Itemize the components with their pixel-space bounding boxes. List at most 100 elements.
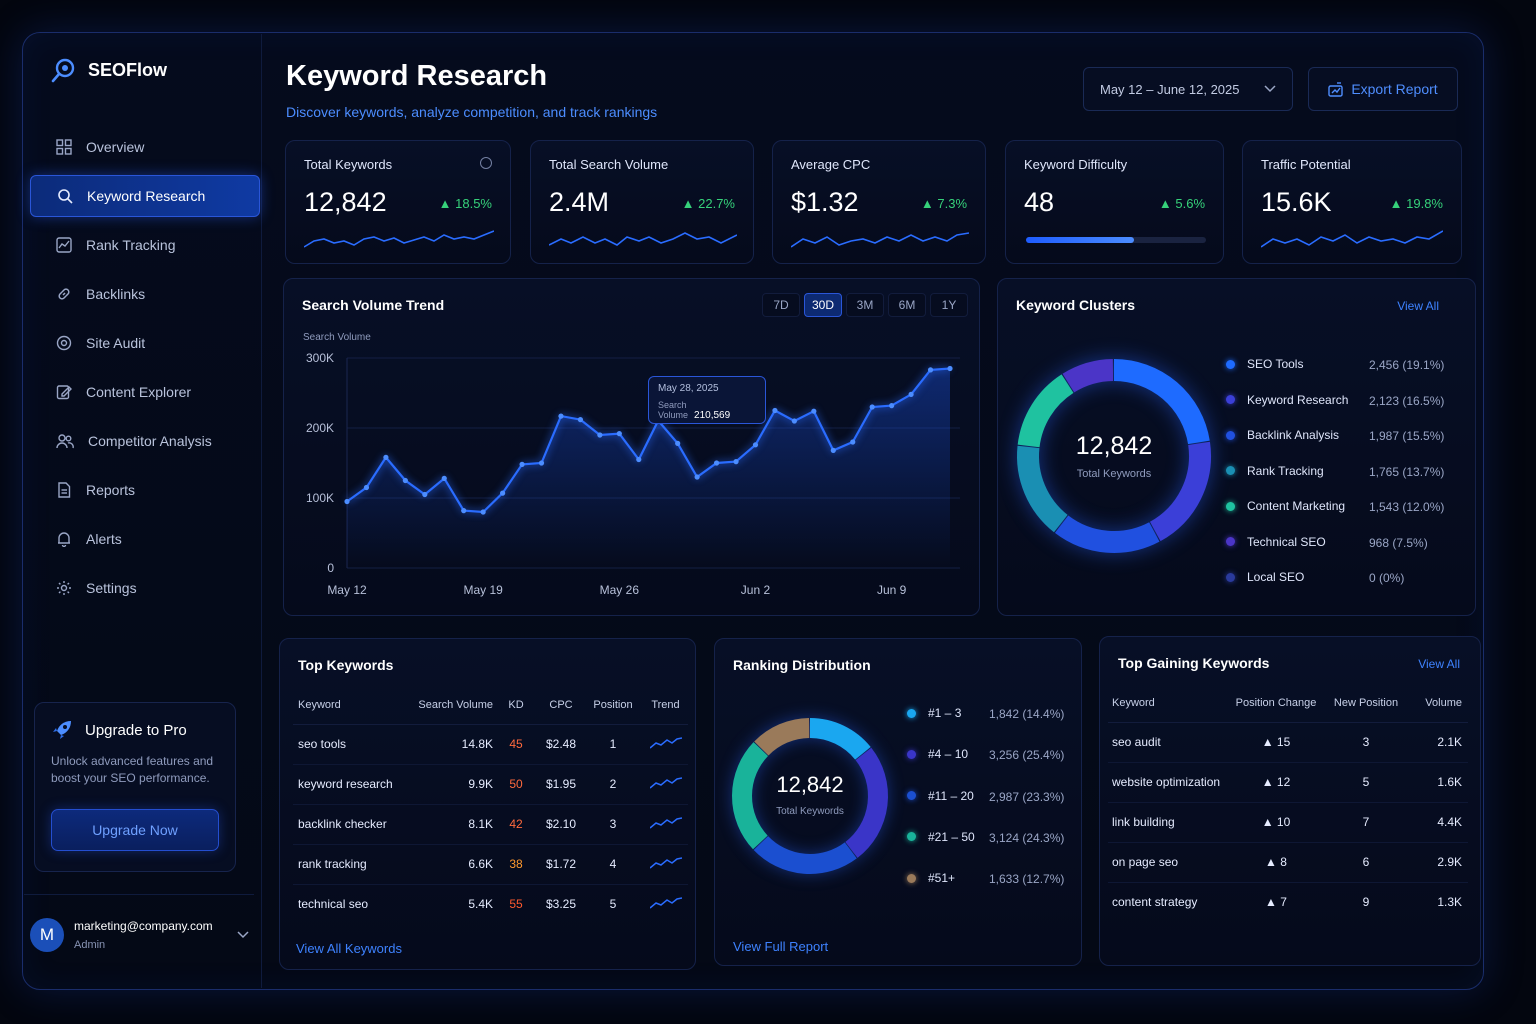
table-row[interactable]: technical seo 5.4K 55 $3.25 5	[293, 884, 688, 924]
range-6m[interactable]: 6M	[888, 293, 926, 317]
sidebar-item-rank-tracking[interactable]: Rank Tracking	[30, 224, 260, 266]
trend-sparkline	[649, 897, 682, 909]
col-position-change[interactable]: Position Change	[1226, 684, 1326, 723]
upgrade-now-button[interactable]: Upgrade Now	[51, 809, 219, 851]
legend-item[interactable]: Technical SEO	[1226, 535, 1326, 549]
range-1y[interactable]: 1Y	[930, 293, 968, 317]
legend-name: Backlink Analysis	[1247, 428, 1340, 442]
legend-item[interactable]: #51+	[907, 871, 955, 885]
table-row[interactable]: website optimization ▲ 12 5 1.6K	[1108, 762, 1468, 803]
brand[interactable]: SEOFlow	[50, 56, 167, 84]
legend-value: 3,256 (25.4%)	[989, 748, 1065, 763]
legend-item[interactable]: Rank Tracking	[1226, 464, 1324, 478]
view-all-keywords-link[interactable]: View All Keywords	[296, 941, 402, 956]
range-7d[interactable]: 7D	[762, 293, 800, 317]
table-row[interactable]: link building ▲ 10 7 4.4K	[1108, 802, 1468, 843]
sidebar-item-competitor-analysis[interactable]: Competitor Analysis	[30, 420, 260, 462]
legend-dot	[907, 791, 916, 801]
range-30d[interactable]: 30D	[804, 293, 842, 317]
legend-dot	[1226, 501, 1235, 511]
date-range-value: May 12 – June 12, 2025	[1100, 81, 1240, 97]
legend-item[interactable]: Keyword Research	[1226, 393, 1348, 407]
col-new-position[interactable]: New Position	[1326, 684, 1406, 723]
legend-dot	[1226, 537, 1235, 546]
trend-cell	[643, 844, 688, 885]
table-row[interactable]: on page seo ▲ 8 6 2.9K	[1108, 842, 1468, 883]
tooltip-date: May 28, 2025	[658, 383, 719, 394]
ranking-total-label: Total Keywords	[776, 806, 844, 817]
position-cell: 5	[609, 897, 617, 912]
tooltip-value: 210,569	[694, 410, 731, 421]
keyword-cell: link building	[1108, 802, 1226, 843]
view-full-report-link[interactable]: View Full Report	[733, 939, 829, 954]
kpi-value: 15.6K	[1261, 187, 1332, 217]
keyword-cell: content strategy	[1112, 895, 1198, 910]
volume-cell: 1.3K	[1437, 895, 1462, 910]
kd-cell: 38	[493, 844, 539, 885]
position-change-cell: ▲ 10	[1226, 802, 1326, 843]
tooltip-label: Search Volume	[658, 400, 689, 420]
sidebar-item-keyword-research[interactable]: Keyword Research	[30, 175, 260, 217]
clusters-view-all-link[interactable]: View All	[1397, 299, 1439, 313]
date-range-select[interactable]: May 12 – June 12, 2025	[1083, 67, 1293, 111]
legend-item[interactable]: #1 – 3	[907, 706, 961, 720]
page-title: Keyword Research	[286, 60, 548, 92]
document-icon	[58, 482, 71, 498]
kpi-card-traffic-potential: Traffic Potential 15.6K ▲ 19.8%	[1242, 140, 1462, 264]
col-trend[interactable]: Trend	[643, 686, 688, 725]
sidebar-item-label: Keyword Research	[87, 188, 206, 204]
upgrade-card: Upgrade to Pro Unlock advanced features …	[34, 702, 236, 872]
search-icon	[58, 189, 73, 204]
sidebar-item-content-explorer[interactable]: Content Explorer	[30, 371, 260, 413]
user-menu[interactable]: M marketing@company.com Admin	[24, 894, 254, 974]
legend-item[interactable]: #4 – 10	[907, 747, 968, 761]
table-row[interactable]: keyword research 9.9K 50 $1.95 2	[293, 764, 688, 805]
table-row[interactable]: rank tracking 6.6K 38 $1.72 4	[293, 844, 688, 885]
legend-item[interactable]: Content Marketing	[1226, 499, 1345, 513]
legend-name: #21 – 50	[928, 829, 975, 844]
legend-item[interactable]: #11 – 20	[907, 789, 974, 803]
sidebar-item-overview[interactable]: Overview	[30, 126, 260, 168]
legend-item[interactable]: Local SEO	[1226, 570, 1304, 584]
sidebar-item-backlinks[interactable]: Backlinks	[30, 273, 260, 315]
kpi-card-keyword-difficulty: Keyword Difficulty 48 ▲ 5.6%	[1005, 140, 1224, 264]
table-row[interactable]: seo tools 14.8K 45 $2.48 1	[293, 724, 688, 765]
sidebar-item-settings[interactable]: Settings	[30, 567, 260, 609]
export-report-button[interactable]: Export Report	[1308, 67, 1458, 111]
legend-dot	[1226, 572, 1235, 582]
chevron-down-icon[interactable]	[237, 930, 249, 939]
col-volume[interactable]: Volume	[1406, 684, 1468, 723]
top-keywords-table: Keyword Search Volume KD CPC Position Tr…	[293, 686, 688, 924]
kpi-label: Total Search Volume	[549, 157, 669, 172]
table-row[interactable]: seo audit ▲ 15 3 2.1K	[1108, 722, 1468, 763]
col-cpc[interactable]: CPC	[539, 686, 583, 725]
range-3m[interactable]: 3M	[846, 293, 884, 317]
table-row[interactable]: backlink checker 8.1K 42 $2.10 3	[293, 804, 688, 845]
new-position-cell: 9	[1362, 895, 1370, 910]
legend-item[interactable]: SEO Tools	[1226, 357, 1303, 371]
col-kd[interactable]: KD	[493, 686, 539, 725]
trend-sparkline	[649, 736, 682, 749]
user-role: Admin	[74, 938, 106, 951]
gaining-view-all-link[interactable]: View All	[1418, 657, 1460, 671]
col-keyword[interactable]: Keyword	[1108, 684, 1226, 723]
kpi-value: 48	[1024, 187, 1055, 217]
table-row[interactable]: content strategy ▲ 7 9 1.3K	[1108, 882, 1468, 922]
legend-item[interactable]: #21 – 50	[907, 830, 975, 844]
volume-cell: 2.1K	[1406, 722, 1468, 763]
legend-name: #11 – 20	[928, 788, 974, 803]
sidebar-item-alerts[interactable]: Alerts	[30, 518, 260, 560]
sidebar-item-reports[interactable]: Reports	[30, 469, 260, 511]
volume-cell: 9.9K	[409, 764, 493, 805]
col-keyword[interactable]: Keyword	[293, 686, 409, 725]
sidebar-item-site-audit[interactable]: Site Audit	[30, 322, 260, 364]
volume-cell: 5.4K	[468, 897, 493, 912]
legend-value: 2,123 (16.5%)	[1369, 393, 1445, 408]
top-gaining-table: Keyword Position Change New Position Vol…	[1108, 684, 1468, 922]
col-position[interactable]: Position	[583, 686, 643, 725]
legend-item[interactable]: Backlink Analysis	[1226, 428, 1339, 442]
info-icon[interactable]	[480, 157, 492, 169]
col-search-volume[interactable]: Search Volume	[409, 686, 493, 725]
sidebar-item-label: Backlinks	[86, 286, 146, 302]
card-title: Search Volume Trend	[302, 297, 445, 313]
